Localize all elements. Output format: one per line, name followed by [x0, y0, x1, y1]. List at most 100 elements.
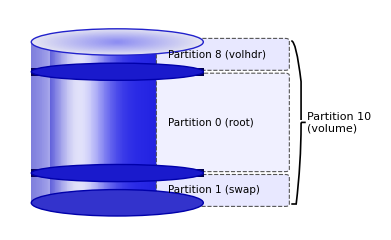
Bar — [172, 169, 174, 177]
Bar — [191, 169, 193, 177]
Bar — [41, 68, 42, 76]
Bar — [194, 42, 196, 203]
Text: Partition 8 (volhdr): Partition 8 (volhdr) — [168, 49, 266, 59]
Bar — [129, 68, 131, 76]
Bar — [183, 169, 185, 177]
Bar — [44, 169, 46, 177]
Bar — [117, 42, 119, 203]
Bar — [135, 68, 137, 76]
FancyBboxPatch shape — [156, 174, 289, 206]
Ellipse shape — [79, 36, 156, 48]
Bar — [190, 68, 191, 76]
Bar — [91, 68, 92, 76]
Bar — [41, 68, 43, 76]
Bar — [202, 169, 203, 177]
Bar — [54, 68, 55, 76]
Bar — [61, 42, 62, 203]
Bar — [90, 68, 91, 76]
Bar — [77, 169, 79, 177]
Bar — [125, 169, 127, 177]
FancyBboxPatch shape — [156, 73, 289, 172]
Ellipse shape — [73, 35, 162, 49]
Bar — [44, 68, 46, 76]
Bar — [39, 68, 41, 76]
Bar — [124, 169, 126, 177]
Bar — [50, 169, 52, 177]
Bar — [195, 42, 196, 203]
Bar — [136, 68, 138, 76]
Bar — [125, 68, 127, 76]
Bar — [91, 42, 93, 203]
Bar — [195, 68, 196, 76]
Bar — [48, 68, 50, 76]
Bar — [106, 169, 108, 177]
Bar — [39, 42, 41, 203]
Bar — [151, 169, 152, 177]
Ellipse shape — [63, 33, 172, 51]
Bar — [87, 68, 89, 76]
Bar — [109, 68, 111, 76]
Bar — [140, 42, 141, 203]
Bar — [130, 169, 132, 177]
Bar — [110, 42, 112, 203]
Bar — [68, 169, 70, 177]
Bar — [77, 68, 79, 76]
Bar — [86, 68, 88, 76]
Bar — [109, 169, 111, 177]
Bar — [58, 42, 59, 203]
Bar — [174, 42, 176, 203]
Bar — [190, 169, 192, 177]
Bar — [48, 68, 49, 76]
Bar — [46, 68, 48, 76]
Bar — [67, 42, 69, 203]
Bar — [172, 42, 174, 203]
Bar — [101, 169, 102, 177]
Ellipse shape — [76, 35, 159, 49]
Bar — [40, 42, 41, 203]
Bar — [193, 42, 195, 203]
Bar — [33, 68, 35, 76]
Ellipse shape — [70, 35, 165, 49]
Bar — [80, 42, 82, 203]
Bar — [181, 169, 183, 177]
Bar — [36, 42, 37, 203]
Bar — [48, 42, 50, 203]
Ellipse shape — [81, 36, 153, 48]
Ellipse shape — [91, 38, 143, 46]
Ellipse shape — [115, 41, 120, 43]
Bar — [123, 169, 125, 177]
Bar — [71, 169, 72, 177]
Bar — [165, 68, 167, 76]
Bar — [154, 169, 156, 177]
Bar — [72, 169, 74, 177]
Bar — [91, 169, 93, 177]
Bar — [66, 42, 67, 203]
Ellipse shape — [80, 36, 154, 48]
Bar — [148, 42, 150, 203]
Bar — [160, 169, 162, 177]
Bar — [31, 42, 33, 203]
Bar — [122, 68, 124, 76]
Bar — [160, 42, 162, 203]
Bar — [95, 68, 97, 76]
Bar — [76, 169, 78, 177]
Bar — [48, 169, 50, 177]
Bar — [133, 169, 135, 177]
Bar — [86, 169, 88, 177]
Bar — [82, 169, 84, 177]
Bar — [57, 42, 59, 203]
Bar — [66, 68, 67, 76]
Bar — [203, 68, 204, 76]
Ellipse shape — [46, 31, 189, 53]
Bar — [143, 42, 145, 203]
Bar — [72, 42, 74, 203]
Bar — [124, 68, 126, 76]
Bar — [49, 169, 51, 177]
Bar — [137, 169, 139, 177]
Bar — [185, 68, 186, 76]
Bar — [135, 169, 137, 177]
Bar — [94, 42, 96, 203]
Bar — [163, 169, 165, 177]
Bar — [56, 42, 58, 203]
Bar — [130, 68, 132, 76]
